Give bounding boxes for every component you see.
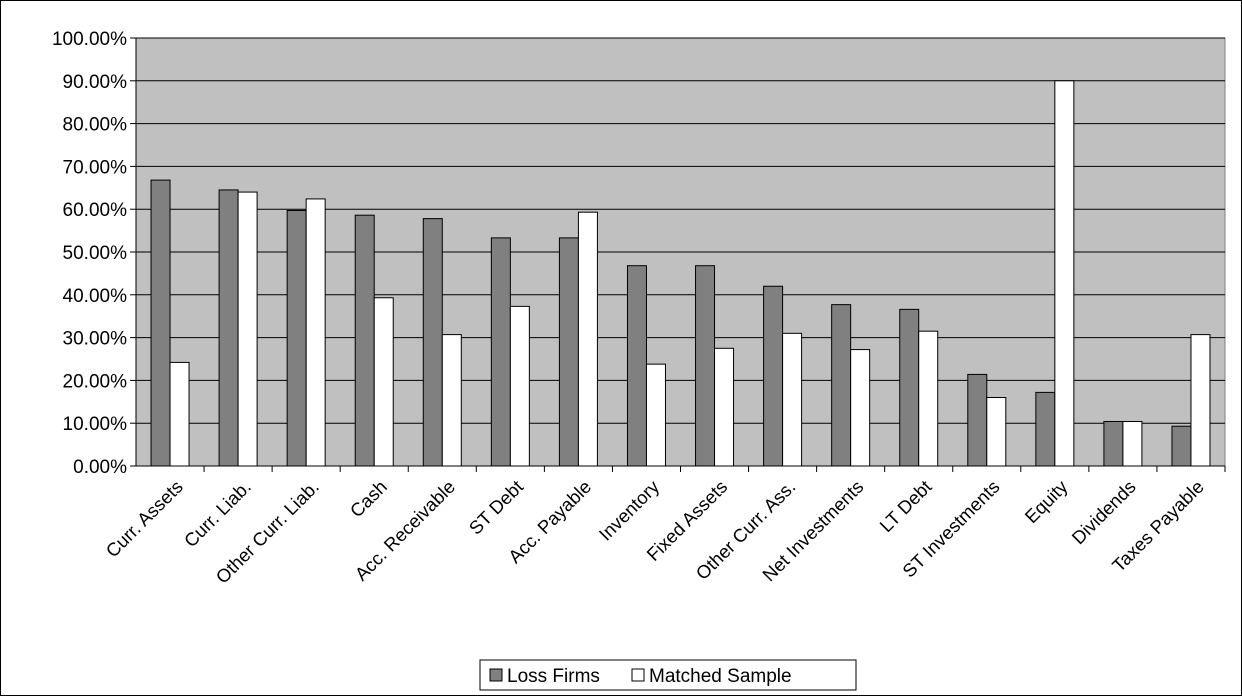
bar-loss-firms [1103,420,1124,467]
bar-loss-firms [1035,391,1056,467]
y-tick-label: 90.00% [63,72,128,93]
bar-loss-firms [558,237,579,467]
bar-matched-sample [373,297,394,467]
bar-loss-firms [899,308,920,467]
bar-loss-firms [763,285,784,467]
y-tick-label: 50.00% [63,243,128,264]
bar-matched-sample [782,332,803,467]
bar-loss-firms [150,179,171,467]
bar-matched-sample [169,361,190,467]
y-tick-label: 70.00% [63,157,128,178]
bar-matched-sample [577,211,598,467]
bar-matched-sample [986,397,1007,467]
legend-label: Matched Sample [649,666,792,687]
y-tick-label: 20.00% [63,371,128,392]
bar-loss-firms [967,373,988,467]
legend-swatch [489,668,503,682]
y-tick-label: 80.00% [63,115,128,136]
bar-matched-sample [918,330,939,467]
bar-matched-sample [714,347,735,467]
bar-loss-firms [286,209,307,467]
bar-matched-sample [509,305,530,467]
bar-matched-sample [237,191,258,467]
legend-box [479,659,857,691]
bar-loss-firms [695,265,716,467]
y-tick-label: 10.00% [63,414,128,435]
legend-swatch [631,668,645,682]
y-tick-label: 60.00% [63,200,128,221]
bar-matched-sample [645,363,666,467]
bar-matched-sample [1054,80,1075,467]
bar-loss-firms [1171,425,1192,467]
bar-matched-sample [1122,420,1143,467]
legend-label: Loss Firms [507,666,600,687]
y-tick-label: 0.00% [73,457,127,478]
bar-matched-sample [305,198,326,467]
bar-loss-firms [490,237,511,467]
bar-loss-firms [354,214,375,467]
bar-loss-firms [422,218,443,467]
bar-matched-sample [850,349,871,467]
y-tick-label: 30.00% [63,329,128,350]
bar-loss-firms [831,304,852,467]
bar-matched-sample [441,334,462,467]
bar-matched-sample [1190,334,1211,467]
bar-loss-firms [626,265,647,467]
y-tick-label: 40.00% [63,286,128,307]
y-tick-label: 100.00% [52,29,127,50]
bar-loss-firms [218,189,239,467]
